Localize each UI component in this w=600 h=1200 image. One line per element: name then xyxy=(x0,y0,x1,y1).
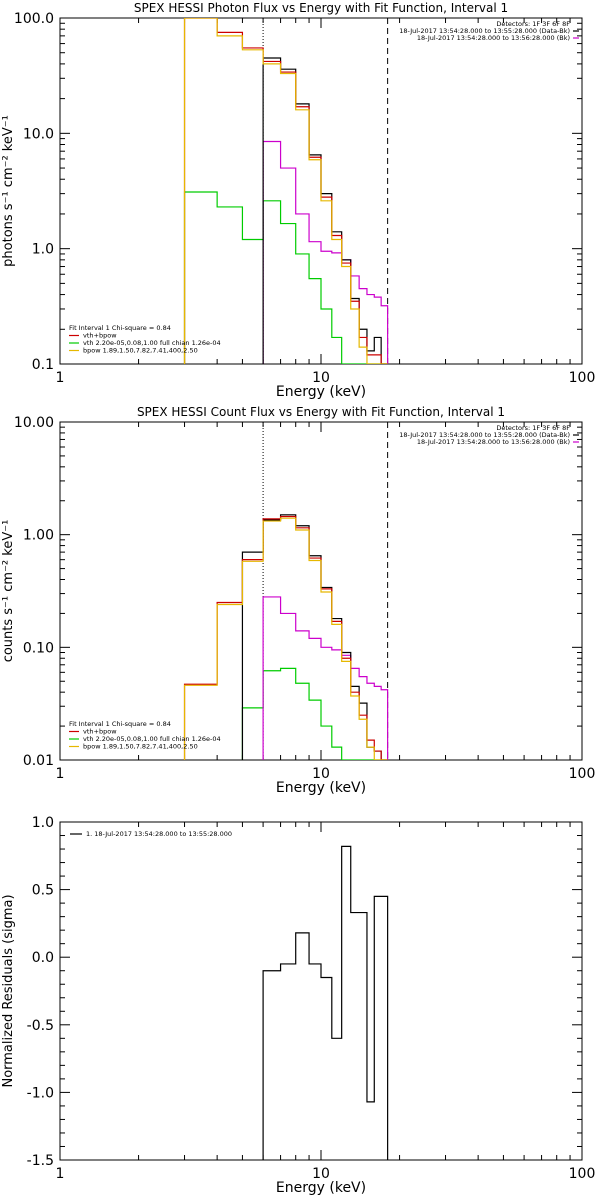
resid-y-tick-label: 0.0 xyxy=(32,950,54,966)
photon-x-axis-label: Energy (keV) xyxy=(276,384,366,400)
count-y-tick-label: 0.01 xyxy=(23,753,54,769)
resid-y-tick-label: -1.5 xyxy=(27,1153,54,1169)
count-x-tick-label: 10 xyxy=(312,766,330,782)
photon-header-text: 18-Jul-2017 13:54:28.000 to 13:56:28.000… xyxy=(417,34,570,42)
photon-y-tick-label: 100.0 xyxy=(14,11,54,27)
count-x-tick-label: 100 xyxy=(569,766,596,782)
photon-legend-entry: bpow 1.89,1.50,7.82,7.41,400,2.50 xyxy=(83,347,198,355)
photon-panel: SPEX HESSI Photon Flux vs Energy with Fi… xyxy=(1,1,595,400)
photon-x-tick-label: 1 xyxy=(56,370,65,386)
resid-y-tick-label: -1.0 xyxy=(27,1085,54,1101)
count-title: SPEX HESSI Count Flux vs Energy with Fit… xyxy=(137,405,505,419)
count-legend-entry: vth+bpow xyxy=(83,728,117,736)
photon-legend-entry: Fit Interval 1 Chi-square = 0.84 xyxy=(69,324,171,332)
photon-y-tick-label: 10.0 xyxy=(23,126,54,142)
count-y-axis-label: counts s⁻¹ cm⁻² keV⁻¹ xyxy=(1,520,16,663)
resid-y-axis-label: Normalized Residuals (sigma) xyxy=(1,894,16,1087)
count-header-text: 18-Jul-2017 13:54:28.000 to 13:55:28.000… xyxy=(399,431,570,439)
photon-y-tick-label: 0.1 xyxy=(32,357,54,373)
resid-x-tick-label: 1 xyxy=(56,1166,65,1182)
photon-header-text: Detectors: 1F 3F 6F 8F xyxy=(496,20,570,28)
count-legend-entry: Fit Interval 1 Chi-square = 0.84 xyxy=(69,720,171,728)
resid-plot-frame xyxy=(59,821,583,1161)
resid-y-tick-label: -0.5 xyxy=(27,1018,54,1034)
count-x-axis-label: Energy (keV) xyxy=(276,780,366,796)
photon-y-axis-label: photons s⁻¹ cm⁻² keV⁻¹ xyxy=(1,115,16,267)
count-bpow-histogram xyxy=(183,517,388,760)
resid-x-axis-label: Energy (keV) xyxy=(276,1180,366,1196)
count-x-tick-label: 1 xyxy=(56,766,65,782)
photon-sum-histogram xyxy=(262,140,389,364)
photon-y-tick-label: 1.0 xyxy=(32,242,54,258)
photon-x-tick-label: 100 xyxy=(569,370,596,386)
photon-legend-entry: vth 2.20e-05,0.08,1.00 full chian 1.26e-… xyxy=(83,339,221,347)
photon-title: SPEX HESSI Photon Flux vs Energy with Fi… xyxy=(134,1,508,15)
count-header-text: 18-Jul-2017 13:54:28.000 to 13:56:28.000… xyxy=(417,438,570,446)
resid-residual-histogram xyxy=(262,845,389,1160)
resid-legend-entry: 1. 18-Jul-2017 13:54:28.000 to 13:55:28.… xyxy=(86,830,232,838)
count-y-tick-label: 0.10 xyxy=(23,640,54,656)
count-y-tick-label: 1.00 xyxy=(23,528,54,544)
count-legend-entry: vth 2.20e-05,0.08,1.00 full chian 1.26e-… xyxy=(83,735,221,743)
photon-data-histogram xyxy=(262,57,388,364)
count-vth-histogram xyxy=(241,667,388,760)
photon-vth-histogram xyxy=(183,191,388,364)
count-data-histogram xyxy=(241,514,388,760)
count-panel: SPEX HESSI Count Flux vs Energy with Fit… xyxy=(1,405,595,796)
count-total-fit-histogram xyxy=(183,515,388,760)
photon-total-fit-histogram xyxy=(183,18,388,364)
resid-x-tick-label: 100 xyxy=(569,1166,596,1182)
photon-legend-entry: vth+bpow xyxy=(83,332,117,340)
photon-bpow-histogram xyxy=(183,18,388,364)
photon-header-text: 18-Jul-2017 13:54:28.000 to 13:55:28.000… xyxy=(399,27,570,35)
count-legend-entry: bpow 1.89,1.50,7.82,7.41,400,2.50 xyxy=(83,743,198,751)
count-header-text: Detectors: 1F 3F 6F 8F xyxy=(496,424,570,432)
count-y-tick-label: 10.00 xyxy=(14,415,54,431)
photon-x-tick-label: 10 xyxy=(312,370,330,386)
resid-y-tick-label: 0.5 xyxy=(32,883,54,899)
count-sum-histogram xyxy=(262,596,389,760)
resid-y-tick-label: 1.0 xyxy=(32,815,54,831)
resid-x-tick-label: 10 xyxy=(312,1166,330,1182)
resid-panel: 1 10 100 Energy (keV) -1.5 -1.0 -0.5 0.0 0.5 1.0 N… xyxy=(1,815,595,1196)
